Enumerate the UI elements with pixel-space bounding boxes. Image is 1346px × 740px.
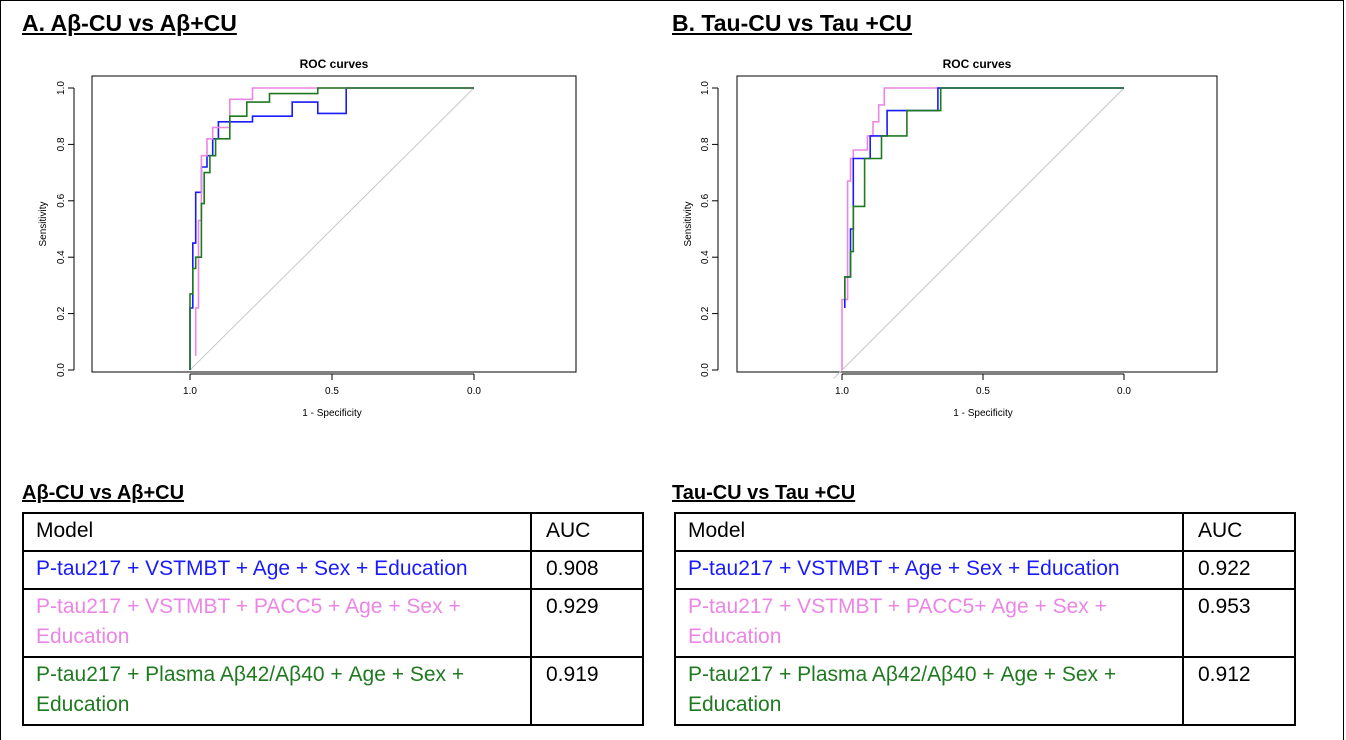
panel-a-heading: A. Aβ-CU vs Aβ+CU xyxy=(22,10,237,36)
plot-frame xyxy=(736,75,1218,373)
auc-cell: 0.908 xyxy=(530,550,644,590)
table-row: P-tau217 + Plasma Aβ42/Aβ40 + Age + Sex … xyxy=(22,656,644,726)
roc-curve-line xyxy=(189,87,474,370)
table-header-row: Model AUC xyxy=(674,512,1296,552)
y-tick-label: 0.0 xyxy=(700,363,711,377)
model-cell: P-tau217 + Plasma Aβ42/Aβ40 + Age + Sex … xyxy=(674,656,1184,726)
x-tick-label: 1.0 xyxy=(183,386,197,397)
x-tick-label: 0.5 xyxy=(976,386,990,397)
auc-cell: 0.929 xyxy=(530,588,644,658)
auc-column-header: AUC xyxy=(1182,512,1296,552)
x-tick-label: 0.5 xyxy=(325,386,339,397)
chart-title: ROC curves xyxy=(300,57,369,71)
plot-frame xyxy=(91,75,577,373)
table-row: P-tau217 + VSTMBT + Age + Sex + Educatio… xyxy=(674,550,1296,590)
y-tick-label: 0.2 xyxy=(56,306,67,320)
panel-b-heading: B. Tau-CU vs Tau +CU xyxy=(672,10,913,36)
table-row: P-tau217 + VSTMBT + Age + Sex + Educatio… xyxy=(22,550,644,590)
y-tick-label: 0.8 xyxy=(700,137,711,151)
model-cell: P-tau217 + VSTMBT + PACC5+ Age + Sex + E… xyxy=(674,588,1184,658)
roc-curve-line xyxy=(194,87,474,356)
y-axis-label: Sensitivity xyxy=(38,201,49,246)
x-tick-label: 0.0 xyxy=(467,386,481,397)
y-tick-label: 1.0 xyxy=(56,81,67,95)
model-column-header: Model xyxy=(674,512,1184,552)
roc-curve-line xyxy=(841,87,1124,370)
model-column-header: Model xyxy=(22,512,532,552)
table-header-row: Model AUC xyxy=(22,512,644,552)
y-tick-label: 0.0 xyxy=(56,363,67,377)
roc-curve-line xyxy=(844,87,1124,308)
model-cell: P-tau217 + VSTMBT + Age + Sex + Educatio… xyxy=(674,550,1184,590)
roc-chart-b: ROC curves 0.0 0.2 0.4 0.6 0.8 1.0 Sensitivity 1… xyxy=(683,57,1218,419)
auc-cell: 0.912 xyxy=(1182,656,1296,726)
table-a-heading: Aβ-CU vs Aβ+CU xyxy=(22,482,185,504)
auc-table-a: Model AUC P-tau217 + VSTMBT + Age + Sex … xyxy=(22,512,644,726)
table-row: P-tau217 + Plasma Aβ42/Aβ40 + Age + Sex … xyxy=(674,656,1296,726)
x-axis-label: 1 - Specificity xyxy=(953,408,1012,419)
y-tick-label: 1.0 xyxy=(700,81,711,95)
y-tick-label: 0.6 xyxy=(56,193,67,207)
auc-cell: 0.922 xyxy=(1182,550,1296,590)
y-tick-label: 0.8 xyxy=(56,137,67,151)
roc-curve-line xyxy=(844,87,1124,300)
model-cell: P-tau217 + VSTMBT + Age + Sex + Educatio… xyxy=(22,550,532,590)
x-axis-label: 1 - Specificity xyxy=(302,408,361,419)
reference-diagonal xyxy=(833,87,1125,379)
auc-cell: 0.953 xyxy=(1182,588,1296,658)
auc-table-b: Model AUC P-tau217 + VSTMBT + Age + Sex … xyxy=(674,512,1296,726)
model-cell: P-tau217 + VSTMBT + PACC5 + Age + Sex + … xyxy=(22,588,532,658)
y-tick-label: 0.6 xyxy=(700,193,711,207)
y-tick-label: 0.2 xyxy=(700,306,711,320)
y-tick-label: 0.4 xyxy=(56,250,67,264)
y-axis-label: Sensitivity xyxy=(683,201,694,246)
auc-column-header: AUC xyxy=(530,512,644,552)
chart-title: ROC curves xyxy=(943,57,1012,71)
model-cell: P-tau217 + Plasma Aβ42/Aβ40 + Age + Sex … xyxy=(22,656,532,726)
y-tick-label: 0.4 xyxy=(700,250,711,264)
auc-cell: 0.919 xyxy=(530,656,644,726)
x-tick-label: 0.0 xyxy=(1117,386,1131,397)
x-tick-label: 1.0 xyxy=(835,386,849,397)
table-row: P-tau217 + VSTMBT + PACC5 + Age + Sex + … xyxy=(22,588,644,658)
table-row: P-tau217 + VSTMBT + PACC5+ Age + Sex + E… xyxy=(674,588,1296,658)
table-b-heading: Tau-CU vs Tau +CU xyxy=(672,482,856,504)
reference-diagonal xyxy=(189,87,475,371)
roc-chart-a: ROC curves 0.0 0.2 0.4 0.6 0.8 1.0 Sensitivity 1… xyxy=(38,57,577,419)
